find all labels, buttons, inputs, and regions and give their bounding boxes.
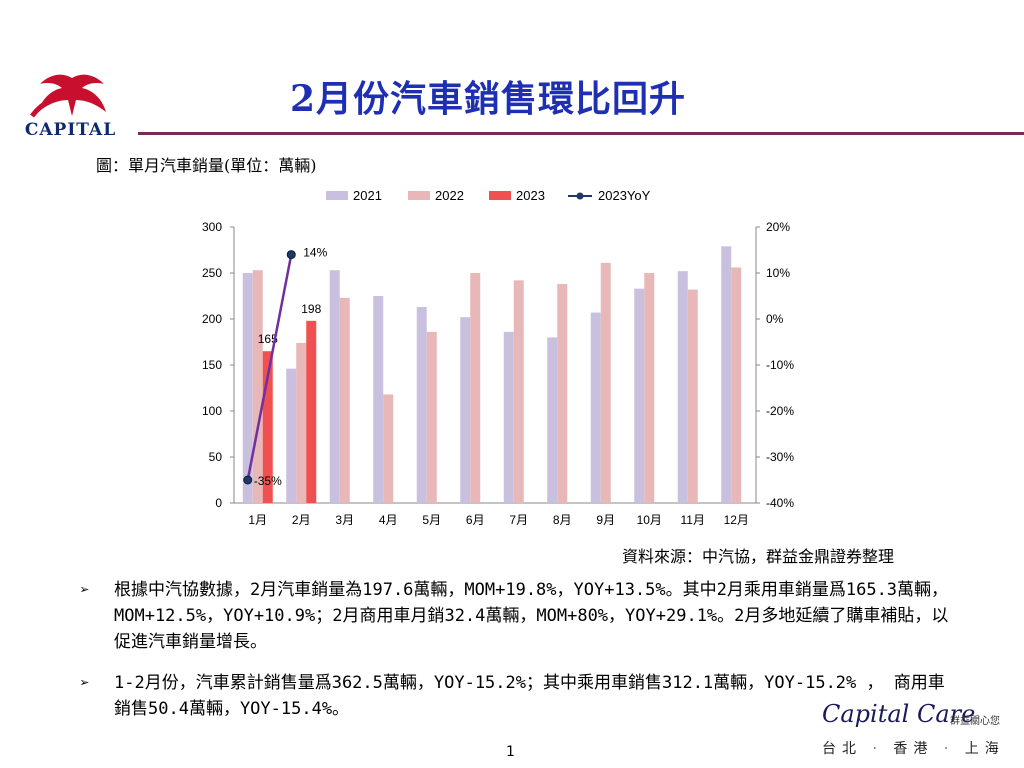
city-hongkong: 香港 bbox=[893, 741, 934, 757]
bar-2021-12 bbox=[721, 246, 732, 503]
bar-2022-3 bbox=[339, 297, 350, 503]
bullet-text-2: 1-2月份，汽車累計銷售量爲362.5萬輛，YOY-15.2%；其中乘用車銷售3… bbox=[114, 673, 945, 719]
legend-swatch bbox=[408, 191, 430, 200]
bar-2023-1 bbox=[262, 351, 273, 503]
y-tick-label: 0 bbox=[215, 496, 222, 510]
yoy-data-label: -35% bbox=[254, 474, 282, 488]
x-tick-label: 2月 bbox=[292, 513, 311, 527]
x-tick-label: 5月 bbox=[422, 513, 441, 527]
x-tick-label: 10月 bbox=[637, 513, 662, 527]
city-list: 台北 · 香港 · 上海 bbox=[822, 738, 1005, 758]
brand-tagline: 群益關心您 bbox=[950, 716, 1000, 727]
legend-label: 2023YoY bbox=[598, 188, 651, 203]
x-tick-label: 12月 bbox=[724, 513, 749, 527]
eagle-logo-icon bbox=[30, 74, 106, 118]
source-note: 資料來源：中汽協，群益金鼎證券整理 bbox=[622, 547, 895, 566]
bar-2022-4 bbox=[383, 394, 394, 503]
yoy-point-1 bbox=[243, 475, 253, 485]
bullet-arrow-icon: ➢ bbox=[80, 673, 90, 692]
bar-2021-1 bbox=[242, 273, 253, 503]
legend-swatch bbox=[326, 191, 348, 200]
city-shanghai: 上海 bbox=[964, 741, 1005, 757]
logo-text: CAPITAL bbox=[24, 120, 117, 140]
separator-dot-icon: · bbox=[872, 741, 883, 757]
x-tick-label: 1月 bbox=[248, 513, 267, 527]
legend-label: 2023 bbox=[516, 188, 545, 203]
y-tick-label: 150 bbox=[202, 358, 222, 372]
city-taipei: 台北 bbox=[822, 741, 862, 757]
y2-tick-label: 0% bbox=[766, 312, 784, 326]
yoy-point-2 bbox=[286, 250, 296, 260]
y-tick-label: 250 bbox=[202, 266, 222, 280]
bar-2021-6 bbox=[460, 317, 471, 503]
bullet-item-1: ➢ 根據中汽協數據，2月汽車銷量為197.6萬輛，MOM+19.8%，YOY+1… bbox=[80, 577, 960, 655]
y2-tick-label: 20% bbox=[766, 220, 790, 234]
legend-line-marker bbox=[576, 192, 584, 200]
bar-2021-11 bbox=[677, 271, 688, 503]
x-tick-label: 11月 bbox=[681, 513, 705, 527]
yoy-data-label: 14% bbox=[303, 246, 327, 260]
y2-tick-label: -10% bbox=[766, 358, 794, 372]
bullet-arrow-icon: ➢ bbox=[80, 580, 90, 599]
sales-chart: 0 50 100 150 200 250 300 -40% -30% -20% -10% 0% 10% 2… bbox=[202, 188, 794, 527]
bar-2022-12 bbox=[731, 267, 742, 503]
capital-care-brand: Capital Care 群益關心您 bbox=[822, 700, 1018, 736]
bullet-text-1: 根據中汽協數據，2月汽車銷量為197.6萬輛，MOM+19.8%，YOY+13.… bbox=[114, 580, 949, 652]
x-tick-label: 7月 bbox=[509, 513, 528, 527]
y-tick-label: 50 bbox=[209, 450, 223, 464]
bar-2022-8 bbox=[557, 284, 568, 503]
y2-tick-label: 10% bbox=[766, 266, 790, 280]
bar-2021-7 bbox=[503, 331, 514, 503]
x-tick-label: 8月 bbox=[553, 513, 572, 527]
y2-tick-label: -30% bbox=[766, 450, 794, 464]
x-tick-label: 4月 bbox=[379, 513, 398, 527]
y-tick-label: 100 bbox=[202, 404, 222, 418]
bar-2022-7 bbox=[513, 280, 524, 503]
brand-script: Capital Care bbox=[822, 700, 976, 728]
separator-dot-icon: · bbox=[943, 741, 955, 757]
bar-2022-2 bbox=[296, 342, 307, 503]
y-tick-label: 300 bbox=[202, 220, 222, 234]
bar-2021-5 bbox=[416, 307, 427, 503]
yoy-line bbox=[246, 254, 293, 481]
bar-2022-5 bbox=[426, 331, 437, 503]
bar-2022-9 bbox=[600, 262, 611, 503]
bullet-item-2: ➢ 1-2月份，汽車累計銷售量爲362.5萬輛，YOY-15.2%；其中乘用車銷… bbox=[80, 670, 960, 722]
y2-tick-label: -20% bbox=[766, 404, 794, 418]
legend-swatch bbox=[489, 191, 511, 200]
chart-caption: 圖：單月汽車銷量(單位：萬輛) bbox=[96, 156, 317, 175]
bar-2023-2 bbox=[306, 320, 317, 503]
legend-label: 2022 bbox=[435, 188, 464, 203]
bar-2022-10 bbox=[644, 273, 655, 503]
bar-2022-1 bbox=[252, 270, 263, 503]
bar-2023-data-label: 198 bbox=[301, 302, 321, 316]
x-tick-label: 9月 bbox=[596, 513, 615, 527]
bar-2021-3 bbox=[329, 270, 340, 503]
y-tick-label: 200 bbox=[202, 312, 222, 326]
bar-2021-9 bbox=[590, 312, 601, 503]
legend-label: 2021 bbox=[353, 188, 382, 203]
x-tick-label: 6月 bbox=[466, 513, 485, 527]
bar-2022-6 bbox=[470, 273, 481, 503]
bar-2021-10 bbox=[634, 288, 645, 503]
bar-2022-11 bbox=[687, 289, 698, 503]
page-number: 1 bbox=[506, 744, 515, 760]
bar-2021-4 bbox=[373, 296, 384, 503]
bar-2021-8 bbox=[547, 337, 558, 503]
title-divider bbox=[138, 132, 1024, 135]
x-tick-label: 3月 bbox=[335, 513, 354, 527]
bar-2021-2 bbox=[286, 368, 297, 503]
page-title: 2月份汽車銷售環比回升 bbox=[290, 78, 687, 120]
y2-tick-label: -40% bbox=[766, 496, 794, 510]
capital-logo: CAPITAL bbox=[8, 70, 133, 140]
